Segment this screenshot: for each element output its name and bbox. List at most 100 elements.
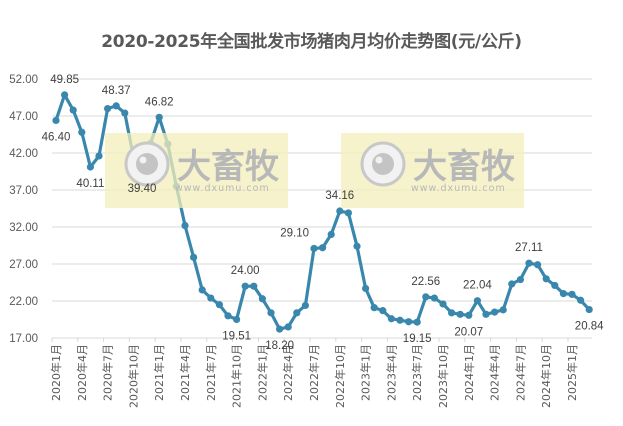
data-point: [542, 275, 550, 283]
data-label: 34.16: [325, 190, 354, 202]
data-labels: 46.40 49.85 40.11 48.37 39.40 46.82 19.51 24.00…: [42, 74, 605, 352]
x-tick-label: 2021年7月: [204, 344, 218, 401]
data-label: 27.11: [515, 242, 543, 254]
x-tick-label: 2023年1月: [359, 344, 373, 401]
y-tick-label: 17.00: [9, 333, 38, 345]
x-tick-label: 2024年7月: [513, 344, 527, 401]
x-tick-label: 2021年4月: [178, 344, 192, 401]
x-tick-label: 2022年7月: [307, 344, 321, 401]
data-point: [250, 282, 258, 290]
data-label: 22.04: [463, 280, 492, 292]
data-point: [456, 310, 464, 318]
data-point: [258, 295, 266, 303]
data-point: [233, 315, 241, 324]
data-point: [224, 312, 232, 320]
data-point: [568, 290, 576, 298]
data-point: [190, 253, 198, 261]
data-point: [52, 116, 60, 125]
svg-text:www.dxumu.com: www.dxumu.com: [175, 183, 270, 194]
data-point: [78, 128, 86, 136]
data-label: 46.40: [42, 131, 71, 143]
y-tick-label: 22.00: [9, 296, 38, 308]
y-tick-label: 32.00: [9, 222, 38, 234]
x-axis: 2020年1月 2020年4月 2020年7月 2020年10月 2021年1月 2021…: [49, 338, 579, 408]
x-tick-label: 2023年7月: [410, 344, 424, 401]
data-point: [181, 221, 189, 230]
gridlines: [52, 78, 592, 339]
data-point: [112, 102, 120, 110]
data-point: [482, 310, 490, 318]
data-label: 19.15: [403, 333, 432, 345]
x-tick-label: 2024年4月: [488, 344, 502, 401]
data-point: [465, 311, 473, 319]
data-point: [104, 105, 112, 113]
y-axis: 52.00 47.00 42.00 37.00 32.00 27.00 22.00 17.00: [9, 74, 38, 345]
data-point: [267, 309, 275, 317]
data-point: [61, 91, 69, 99]
data-point: [491, 308, 499, 316]
data-label: 48.37: [102, 85, 131, 97]
data-point: [422, 293, 430, 301]
data-point: [405, 318, 413, 326]
data-point: [413, 318, 421, 326]
data-label: 22.56: [411, 276, 440, 288]
data-point: [121, 109, 129, 117]
data-point: [319, 244, 327, 252]
x-tick-label: 2021年10月: [230, 344, 244, 408]
x-tick-label: 2020年10月: [126, 344, 140, 408]
price-line: [54, 93, 591, 331]
data-point: [473, 297, 481, 305]
x-tick-label: 2023年4月: [384, 344, 398, 401]
data-point: [516, 275, 525, 284]
data-point: [585, 305, 593, 314]
data-point: [379, 307, 387, 315]
data-point: [327, 230, 335, 238]
x-tick-label: 2023年10月: [436, 344, 450, 408]
x-tick-label: 2022年4月: [281, 344, 295, 401]
data-label: 19.51: [222, 330, 251, 342]
svg-text:大畜牧: 大畜牧: [413, 147, 516, 187]
data-point: [276, 325, 284, 333]
y-tick-label: 27.00: [9, 259, 38, 271]
data-label: 20.07: [454, 326, 483, 338]
y-tick-label: 42.00: [9, 148, 38, 160]
data-point: [439, 300, 447, 308]
data-point: [430, 294, 438, 302]
x-tick-label: 2020年1月: [49, 344, 63, 401]
data-point: [207, 294, 215, 302]
chart-title: 2020-2025年全国批发市场猪肉月均价走势图(元/公斤): [101, 32, 522, 52]
x-tick-label: 2024年10月: [539, 344, 553, 408]
data-point: [95, 152, 103, 160]
data-label: 29.10: [280, 227, 309, 239]
data-point: [353, 242, 361, 250]
data-point: [215, 301, 223, 309]
y-tick-label: 37.00: [9, 185, 38, 197]
data-point: [387, 315, 395, 323]
data-point: [344, 209, 352, 217]
data-label: 49.85: [50, 74, 79, 86]
data-point: [198, 286, 206, 294]
data-point: [448, 309, 456, 317]
data-point: [284, 323, 292, 331]
x-tick-label: 2022年10月: [333, 344, 347, 408]
svg-text:www.dxumu.com: www.dxumu.com: [411, 183, 506, 194]
data-point: [362, 284, 370, 293]
data-point: [577, 296, 585, 304]
data-point: [310, 244, 318, 253]
data-label: 24.00: [231, 265, 260, 277]
data-point: [86, 163, 94, 171]
data-point: [301, 301, 309, 310]
data-point: [370, 304, 378, 312]
x-tick-label: 2025年1月: [565, 344, 579, 401]
x-tick-label: 2024年1月: [462, 344, 476, 401]
data-label: 46.82: [145, 96, 174, 108]
data-point: [69, 106, 77, 114]
data-point: [499, 306, 507, 314]
price-series: [52, 91, 593, 333]
svg-text:大畜牧: 大畜牧: [177, 147, 280, 187]
x-tick-label: 2020年7月: [101, 344, 115, 401]
